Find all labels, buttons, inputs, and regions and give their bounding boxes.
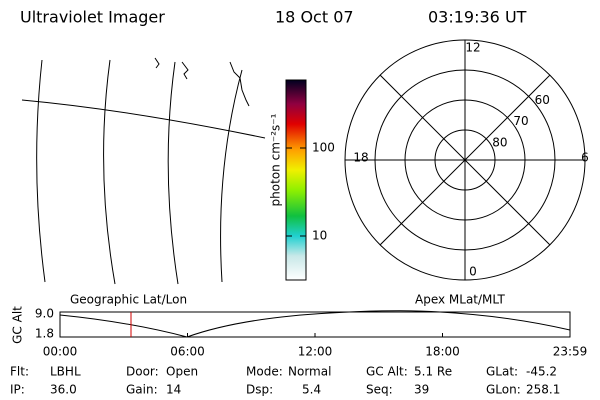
polar-label: Apex MLat/MLT xyxy=(415,293,505,307)
polar-grid xyxy=(344,39,586,281)
info-label: Flt: xyxy=(10,365,29,379)
orbit-plot: GC Alt xyxy=(11,306,571,344)
info-label: GLat: xyxy=(486,365,518,379)
orbit-ytick-label: 1.8 xyxy=(35,327,54,341)
info-label: Gain: xyxy=(126,383,158,397)
info-value: 14 xyxy=(166,383,181,397)
info-value: 258.1 xyxy=(526,383,560,397)
orbit-xtick-label: 12:00 xyxy=(298,345,333,359)
orbit-ytick-label: 9.0 xyxy=(35,307,54,321)
latitude-ring xyxy=(404,99,526,221)
map-label: Geographic Lat/Lon xyxy=(70,293,187,307)
mlt-label: 18 xyxy=(353,151,368,165)
colorbar-tick-label: 10 xyxy=(312,229,327,243)
info-value: 39 xyxy=(414,383,429,397)
mlt-label: 12 xyxy=(465,41,480,55)
info-value: 36.0 xyxy=(50,383,77,397)
info-value: 5.1 Re xyxy=(414,365,452,379)
map xyxy=(21,57,266,285)
info-label: IP: xyxy=(10,383,25,397)
orbit-xtick-label: 23:59 xyxy=(553,345,588,359)
time: 03:19:36 UT xyxy=(428,8,527,27)
info-label: GLon: xyxy=(486,383,521,397)
colorbar-tick-label: 100 xyxy=(312,141,335,155)
info-value: -45.2 xyxy=(526,365,557,379)
colorbar-scale xyxy=(285,79,307,281)
info-label: GC Alt: xyxy=(366,365,408,379)
colorbar-label: photon cm⁻²s⁻¹ xyxy=(269,113,283,206)
info-label: Seq: xyxy=(366,383,393,397)
latitude-ring xyxy=(434,129,496,191)
orbit-curve xyxy=(59,310,571,338)
info-label: Door: xyxy=(126,365,159,379)
info-label: Mode: xyxy=(246,365,283,379)
orbit-xtick-label: 06:00 xyxy=(170,345,205,359)
latitude-label: 70 xyxy=(513,114,528,128)
orbit-ylabel: GC Alt xyxy=(11,306,25,344)
info-value: LBHL xyxy=(50,365,81,379)
mlt-label: 0 xyxy=(469,265,477,279)
latitude-label: 80 xyxy=(492,135,507,149)
title: Ultraviolet Imager xyxy=(20,8,165,27)
latitude-ring xyxy=(374,69,556,251)
info-label: Dsp: xyxy=(246,383,273,397)
info-value: Normal xyxy=(288,365,331,379)
orbit-xtick-label: 00:00 xyxy=(43,345,78,359)
date: 18 Oct 07 xyxy=(275,8,354,27)
info-value: 5.4 xyxy=(302,383,321,397)
latitude-label: 60 xyxy=(535,93,550,107)
orbit-xtick-label: 18:00 xyxy=(425,345,460,359)
info-value: Open xyxy=(166,365,198,379)
mlt-label: 6 xyxy=(581,151,589,165)
colorbar: photon cm⁻²s⁻¹ xyxy=(269,79,307,281)
